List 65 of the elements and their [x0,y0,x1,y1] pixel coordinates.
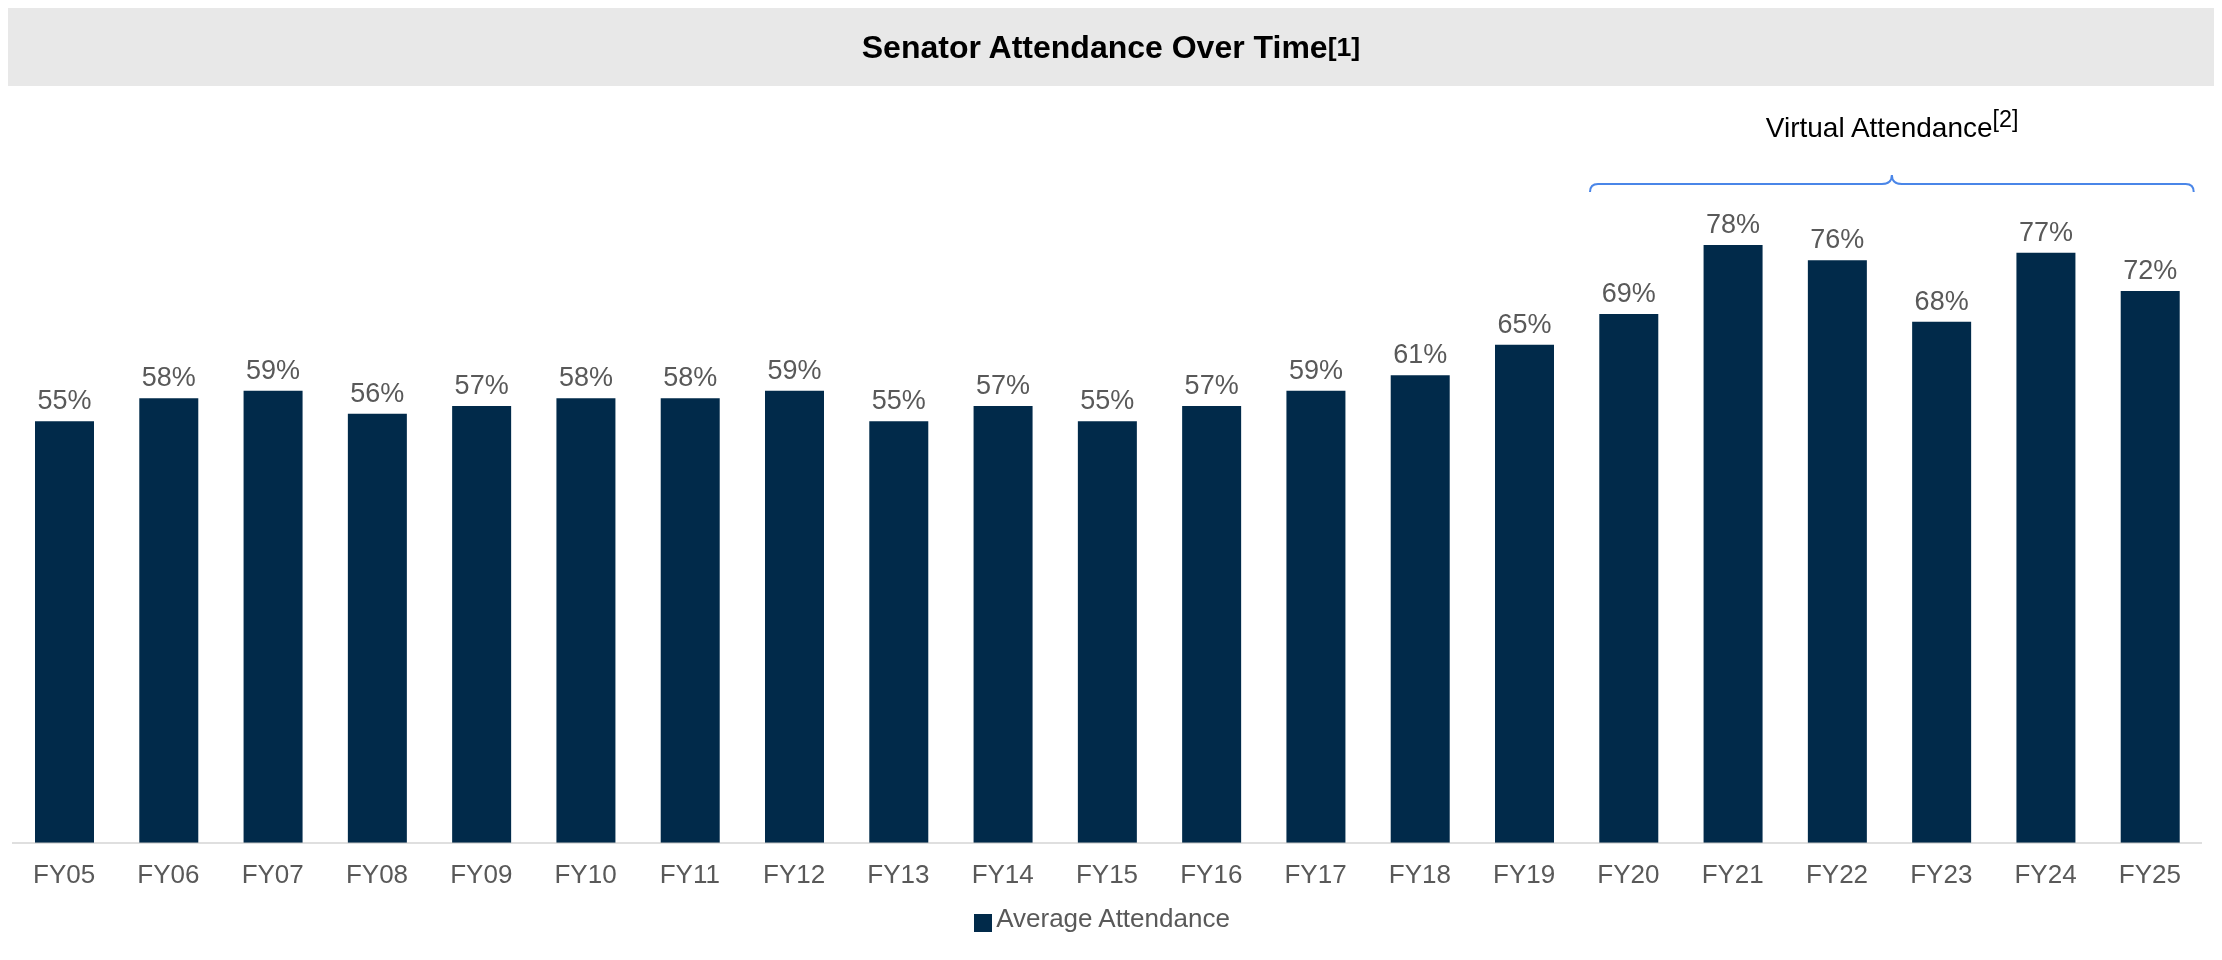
bar [973,406,1033,843]
data-label: 57% [1184,370,1239,400]
data-label: 59% [246,354,301,385]
x-tick-label: FY05 [33,859,96,890]
data-label: 58% [663,362,718,393]
bar [347,413,407,843]
data-label: 72% [2123,255,2178,285]
data-label: 59% [1288,354,1343,385]
x-tick-label: FY08 [345,859,409,890]
data-label: 57% [976,370,1031,400]
x-tick-label: FY11 [659,859,720,890]
bar [35,421,94,843]
data-label: 55% [871,385,926,416]
x-tick-label: FY22 [1805,859,1869,890]
data-label: 57% [454,370,509,400]
data-label: 69% [1601,278,1656,308]
x-tick-label: FY14 [971,859,1034,890]
x-tick-label: FY24 [2014,859,2077,890]
bar [1390,375,1450,843]
x-tick-label: FY10 [554,859,617,890]
x-tick-label: FY17 [1284,859,1347,890]
bar [1599,314,1659,843]
bar [1912,321,1972,843]
bar [869,421,929,843]
data-label: 58% [141,362,196,393]
bar [1077,421,1137,843]
data-label: 78% [1706,209,1761,239]
x-tick-label: FY23 [1910,859,1973,890]
bar [243,390,303,843]
bar [1807,260,1867,843]
bar [1495,344,1554,843]
bar [1703,245,1763,843]
x-tick-label: FY20 [1597,859,1660,890]
bar [2120,291,2180,843]
x-tick-label: FY18 [1388,859,1451,890]
x-tick-label: FY07 [241,859,304,890]
bar [139,398,199,843]
bar [1286,390,1346,843]
data-label: 76% [1810,224,1865,255]
x-tick-label: FY21 [1701,859,1764,890]
x-tick-label: FY12 [763,859,826,890]
bar [660,398,720,843]
x-tick-label: FY06 [137,859,200,890]
data-label: 65% [1497,308,1552,339]
bar [765,390,824,843]
data-label: 58% [558,362,613,393]
x-tick-label: FY25 [2118,859,2181,890]
data-label: 56% [350,377,405,408]
x-tick-label: FY19 [1493,859,1556,890]
x-tick-label: FY13 [867,859,930,890]
data-label: 59% [767,354,822,385]
legend-label: Average Attendance [996,903,1230,933]
bar [556,398,616,843]
bar [2016,252,2076,843]
data-label: 55% [1080,385,1135,416]
bar [452,406,512,843]
data-label: 61% [1393,339,1448,370]
x-tick-label: FY09 [450,859,513,890]
text: Virtual Attendance$^{[2]}$ [1764,106,2020,145]
data-label: 68% [1914,285,1969,316]
x-tick-label: FY16 [1180,859,1243,890]
data-label: 55% [37,385,92,416]
x-tick-label: FY15 [1075,859,1139,890]
data-label: 77% [2018,216,2073,247]
bar [1182,406,1242,843]
